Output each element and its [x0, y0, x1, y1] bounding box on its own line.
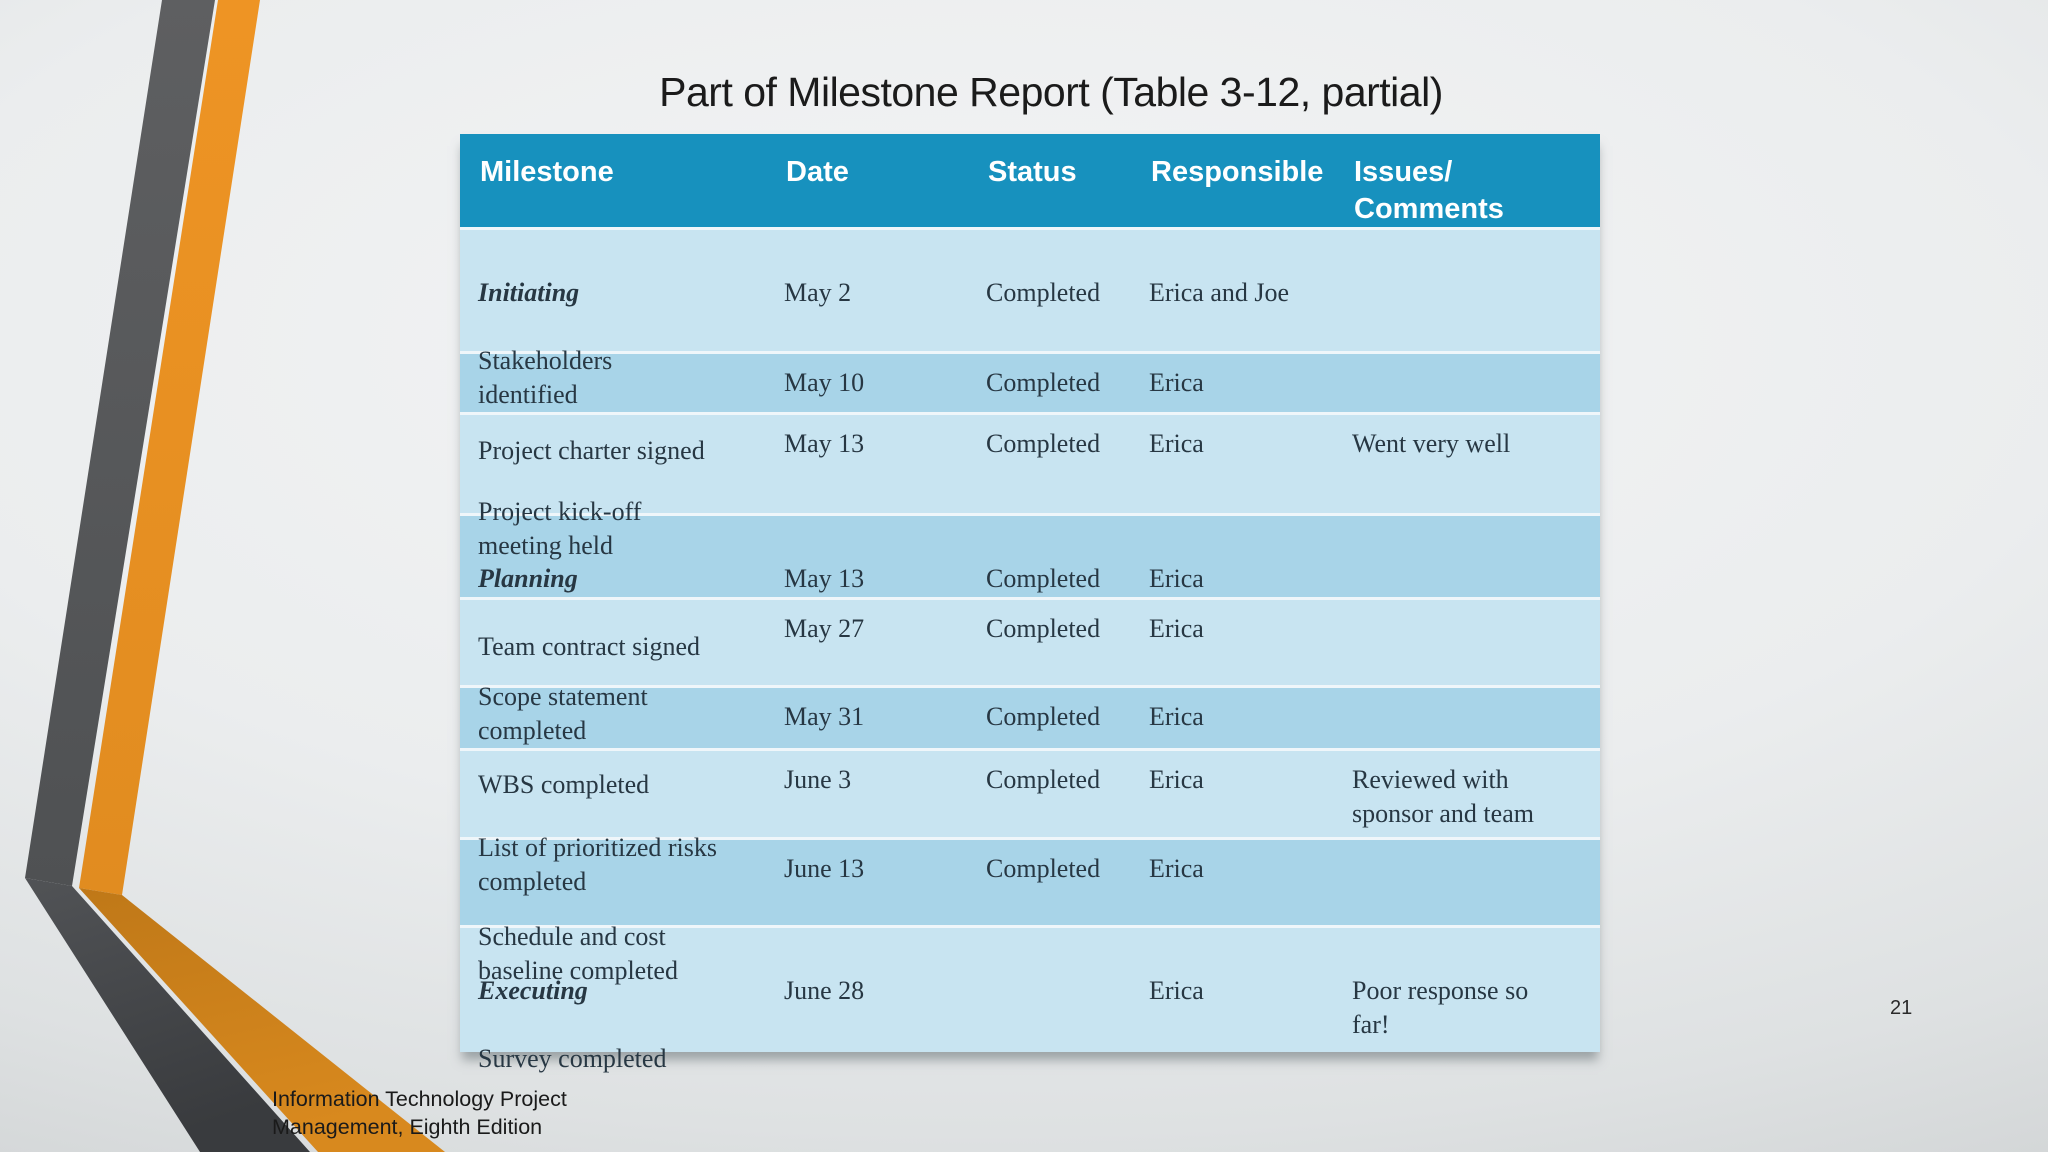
status-cell: Completed — [986, 429, 1101, 458]
table-row: Project charter signed May 10 Completed … — [460, 354, 1600, 465]
column-header-status: Status — [988, 156, 1077, 188]
column-header-responsible: Responsible — [1151, 156, 1324, 188]
table-row: Schedule and cost baseline completed Jun… — [460, 840, 1600, 985]
column-header-milestone: Milestone — [480, 156, 614, 188]
gray-stripe-diagonal — [25, 878, 310, 1152]
table-row: Initiating Stakeholders identified May 2… — [460, 230, 1600, 409]
milestone-cell: Scope statement completed — [478, 682, 648, 745]
milestone-cell: Project kick-off meeting held — [478, 497, 642, 560]
date-cell: May 31 — [784, 702, 865, 731]
orange-stripe-diagonal — [79, 888, 445, 1152]
page-number: 21 — [1890, 997, 1913, 1019]
date-cell: May 2 — [784, 278, 852, 307]
table-body: Initiating Stakeholders identified May 2… — [460, 230, 1600, 1073]
date-cell: May 10 — [784, 368, 865, 397]
phase-label: Planning — [478, 564, 578, 593]
status-cell: Completed — [986, 702, 1101, 731]
issues-cell: Poor response so far! — [1352, 976, 1529, 1039]
status-cell: Completed — [986, 368, 1101, 397]
status-cell — [968, 928, 1131, 1110]
issues-cell: Reviewed with sponsor and team — [1352, 765, 1534, 828]
phase-label: Executing — [478, 976, 588, 1005]
status-cell: Completed — [986, 854, 1101, 883]
column-header-date: Date — [786, 156, 849, 188]
date-cell: May 13 — [784, 564, 865, 593]
milestone-report-table: Milestone Date Status Responsible Issues… — [460, 134, 1600, 1073]
responsible-cell: Erica — [1149, 429, 1204, 458]
responsible-cell: Erica — [1149, 564, 1204, 593]
decorative-ribbon — [25, 0, 445, 1152]
date-cell: May 27 — [784, 614, 865, 643]
responsible-cell: Erica — [1149, 854, 1204, 883]
date-cell: June 28 — [784, 976, 865, 1005]
milestone-cell: List of prioritized risks completed — [478, 833, 718, 896]
issues-cell: Went very well — [1352, 429, 1511, 458]
slide-title: Part of Milestone Report (Table 3-12, pa… — [659, 69, 1443, 116]
date-cell: May 13 — [784, 429, 865, 458]
status-cell: Completed — [986, 278, 1101, 307]
table-row: Planning Team contract signed May 13 Com… — [460, 516, 1600, 661]
milestone-cell: Stakeholders identified — [478, 346, 613, 409]
milestone-cell: Project charter signed — [478, 436, 705, 465]
milestone-cell: Schedule and cost baseline completed — [478, 922, 678, 985]
status-cell: Completed — [986, 614, 1101, 643]
milestone-cell: Survey completed — [478, 1044, 667, 1073]
responsible-cell: Erica — [1149, 702, 1204, 731]
date-cell: June 13 — [784, 854, 865, 883]
table-header-row: Milestone Date Status Responsible Issues… — [460, 134, 1600, 230]
status-cell: Completed — [986, 564, 1101, 593]
responsible-cell: Erica — [1149, 976, 1204, 1005]
phase-label: Initiating — [478, 278, 580, 307]
table-row: Project kick-off meeting held May 13 Com… — [460, 415, 1600, 560]
status-cell: Completed — [986, 765, 1101, 794]
gray-stripe-upper — [25, 0, 215, 886]
column-header-issues: Issues/ Comments — [1354, 156, 1504, 225]
footer-citation: Information Technology Project Managemen… — [272, 1087, 567, 1139]
responsible-cell: Erica and Joe — [1149, 278, 1290, 307]
orange-stripe-upper — [79, 0, 260, 895]
milestone-cell: Team contract signed — [478, 632, 700, 661]
date-cell: June 3 — [784, 765, 852, 794]
table-row: List of prioritized risks completed June… — [460, 751, 1600, 896]
table-row: Scope statement completed May 27 Complet… — [460, 600, 1600, 745]
responsible-cell: Erica — [1149, 765, 1204, 794]
table-row: Executing Survey completed June 28 Erica… — [460, 928, 1600, 1073]
table-row: WBS completed May 31 Completed Erica — [460, 688, 1600, 799]
responsible-cell: Erica — [1149, 614, 1204, 643]
responsible-cell: Erica — [1149, 368, 1204, 397]
milestone-cell: WBS completed — [478, 770, 650, 799]
